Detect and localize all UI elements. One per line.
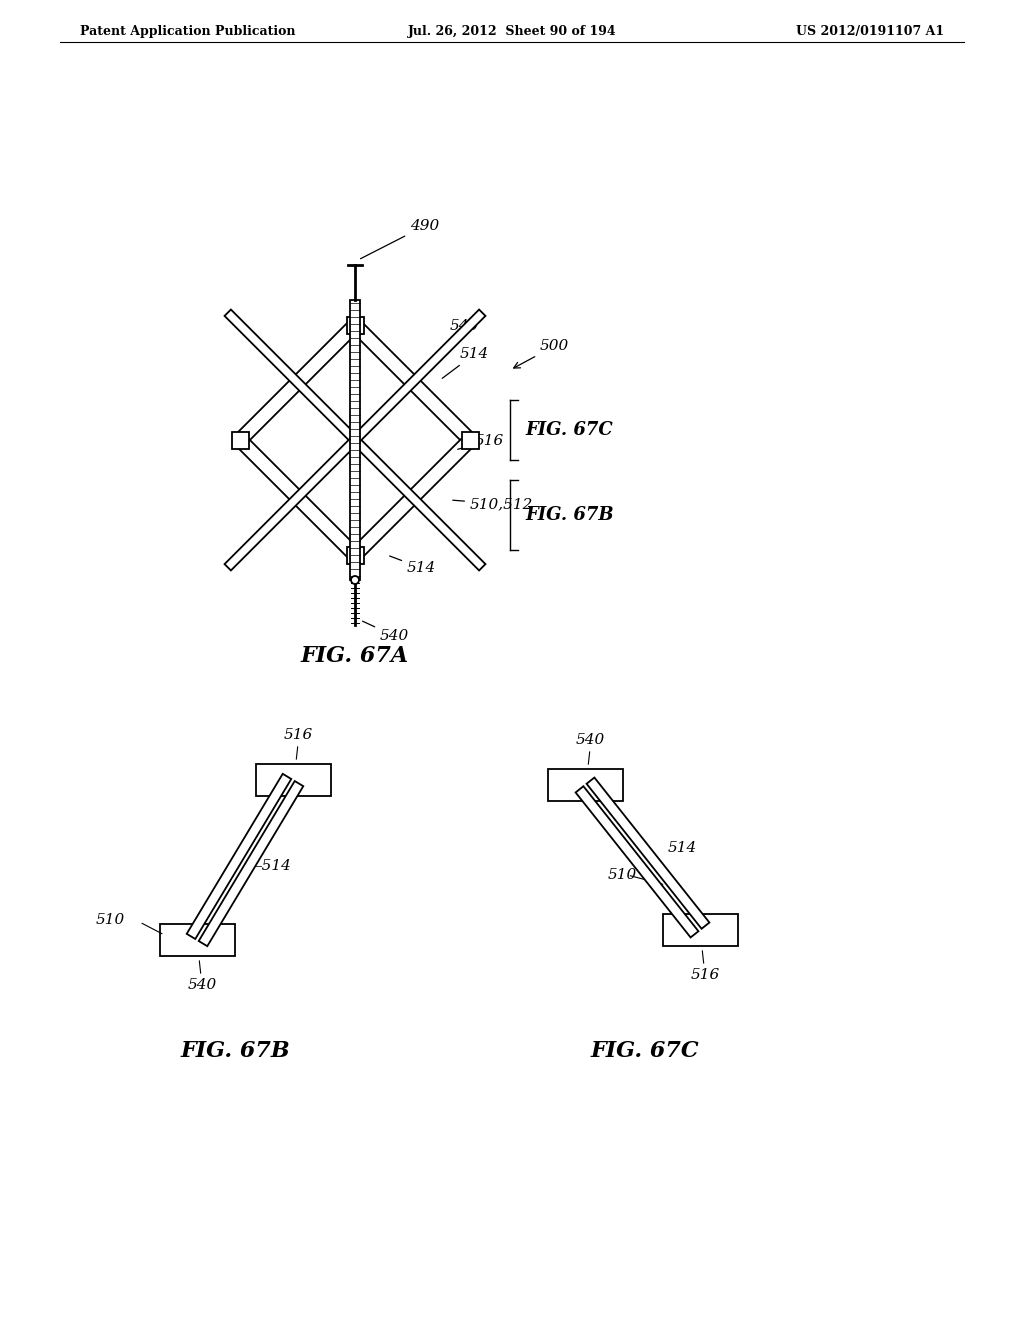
Text: FIG. 67C: FIG. 67C [525, 421, 612, 440]
Text: 514: 514 [442, 347, 489, 379]
Polygon shape [224, 309, 485, 570]
Bar [462, 432, 478, 449]
Text: 510: 510 [95, 913, 125, 927]
Text: FIG. 67A: FIG. 67A [301, 645, 409, 667]
Polygon shape [236, 319, 360, 445]
Bar [346, 546, 364, 564]
Bar [160, 924, 234, 956]
Polygon shape [224, 309, 485, 570]
Polygon shape [186, 774, 291, 939]
Text: –514: –514 [254, 859, 291, 874]
Text: Jul. 26, 2012  Sheet 90 of 194: Jul. 26, 2012 Sheet 90 of 194 [408, 25, 616, 38]
Text: 540: 540 [575, 733, 604, 747]
Circle shape [351, 576, 359, 583]
Text: 540: 540 [187, 978, 217, 993]
Text: 514: 514 [389, 556, 436, 576]
Polygon shape [199, 781, 303, 946]
Text: FIG. 67B: FIG. 67B [180, 1040, 290, 1063]
Text: 540: 540 [362, 622, 410, 643]
Text: 516: 516 [284, 729, 312, 742]
Text: 510,512: 510,512 [453, 498, 534, 511]
Text: 500: 500 [514, 339, 569, 368]
Text: 516: 516 [458, 434, 504, 449]
Bar [663, 913, 737, 946]
Polygon shape [236, 436, 360, 560]
Text: 490: 490 [360, 219, 439, 259]
Text: 514: 514 [668, 841, 697, 855]
Polygon shape [350, 436, 475, 560]
Text: 540: 540 [432, 319, 479, 358]
Bar [548, 770, 623, 801]
Text: 516: 516 [690, 968, 720, 982]
Polygon shape [350, 319, 475, 445]
Polygon shape [575, 787, 698, 937]
Text: US 2012/0191107 A1: US 2012/0191107 A1 [796, 25, 944, 38]
Text: FIG. 67B: FIG. 67B [525, 506, 613, 524]
Bar [346, 317, 364, 334]
Bar [231, 432, 249, 449]
Polygon shape [587, 777, 710, 929]
Bar [256, 764, 331, 796]
Text: FIG. 67C: FIG. 67C [591, 1040, 699, 1063]
Text: Patent Application Publication: Patent Application Publication [80, 25, 296, 38]
Bar [350, 300, 360, 579]
Text: 510: 510 [607, 869, 637, 882]
